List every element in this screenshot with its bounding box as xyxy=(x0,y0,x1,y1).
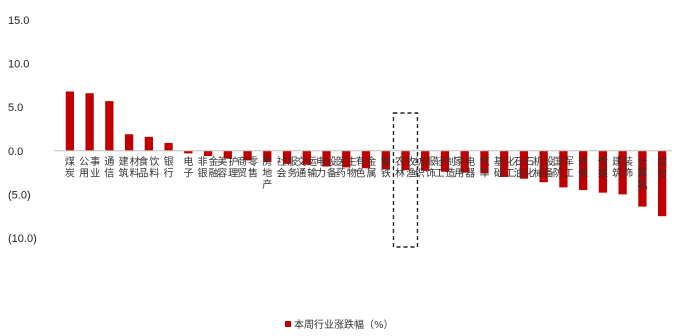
bar xyxy=(401,150,410,170)
category-label: 公用事业 xyxy=(79,155,100,180)
bar xyxy=(243,150,252,161)
category-label: 通信 xyxy=(104,156,114,180)
bar xyxy=(203,150,213,157)
bar xyxy=(282,150,292,164)
bar xyxy=(657,150,667,217)
legend-swatch xyxy=(285,321,291,327)
legend-label: 本周行业涨跌幅（%） xyxy=(294,318,394,331)
category-label: 建筑材料 xyxy=(119,155,140,180)
bar xyxy=(559,150,568,188)
category-label: 传媒 xyxy=(598,156,608,180)
y-tick-label: 10.0 xyxy=(8,59,29,71)
highlight-box xyxy=(392,112,419,248)
bar xyxy=(302,150,311,165)
category-label: 家用电器 xyxy=(454,155,475,180)
y-tick-label: (10.0) xyxy=(8,233,37,245)
bar xyxy=(421,150,430,171)
bar xyxy=(65,91,75,151)
category-label: 基础化工 xyxy=(494,155,515,180)
bar xyxy=(85,93,94,151)
category-label: 机械设备 xyxy=(533,155,554,180)
category-label: 环保 xyxy=(578,157,588,180)
category-label: 国防军工 xyxy=(553,156,574,180)
category-label: 煤炭 xyxy=(65,155,75,180)
bar xyxy=(480,150,489,174)
bar xyxy=(618,150,627,195)
y-tick-label: 15.0 xyxy=(8,15,29,27)
category-label: 医药生物 xyxy=(336,155,357,180)
bar xyxy=(381,150,390,170)
legend: 本周行业涨跌幅（%） xyxy=(285,318,394,331)
y-tick-label: (5.0) xyxy=(8,189,31,201)
bar xyxy=(184,150,193,154)
bar xyxy=(263,150,272,163)
bar xyxy=(500,150,509,177)
bar xyxy=(638,150,647,207)
bar xyxy=(105,101,114,151)
category-label: 计算机 xyxy=(637,155,647,191)
category-label: 商贸零售 xyxy=(237,155,258,180)
bar xyxy=(440,150,450,172)
category-label: 房地产 xyxy=(262,155,272,191)
category-label: 综合 xyxy=(657,155,667,180)
category-label: 轻工制造 xyxy=(434,155,455,180)
category-label: 汽车 xyxy=(479,155,489,180)
category-label: 钢铁 xyxy=(381,155,391,180)
bar xyxy=(124,134,134,151)
category-label: 电子 xyxy=(183,155,193,180)
category-label: 银行 xyxy=(164,155,174,180)
y-axis-ticks: 15.0 10.0 5.0 0.0 (5.0) (10.0) xyxy=(8,15,37,245)
category-label: 纺织服饰 xyxy=(415,155,436,180)
y-tick-label: 0.0 xyxy=(8,146,23,158)
category-label: 石油石化 xyxy=(513,157,534,180)
category-label: 美容护理 xyxy=(217,155,238,180)
bar xyxy=(144,136,153,151)
category-label: 有色金属 xyxy=(356,155,377,180)
category-label: 农林牧渔 xyxy=(395,155,416,180)
bar xyxy=(579,150,588,191)
bar xyxy=(342,150,351,168)
y-tick-label: 5.0 xyxy=(8,102,23,114)
bar xyxy=(322,150,331,167)
bar xyxy=(519,150,529,179)
bar xyxy=(598,150,608,193)
bar xyxy=(460,150,469,173)
bar xyxy=(539,150,548,183)
bars xyxy=(65,91,667,217)
category-label: 食品饮料 xyxy=(138,155,159,180)
category-label: 社会服务 xyxy=(277,155,298,180)
bar xyxy=(164,142,173,151)
category-labels: 煤炭公用事业通信建筑材料食品饮料银行电子非银金融美容护理商贸零售房地产社会服务交… xyxy=(65,155,667,191)
category-label: 非银金融 xyxy=(198,155,219,180)
category-label: 电力设备 xyxy=(316,155,337,180)
category-label: 交通运输 xyxy=(296,155,317,180)
bar xyxy=(361,150,371,169)
category-label: 建筑装饰 xyxy=(612,155,633,180)
bar xyxy=(223,150,232,159)
